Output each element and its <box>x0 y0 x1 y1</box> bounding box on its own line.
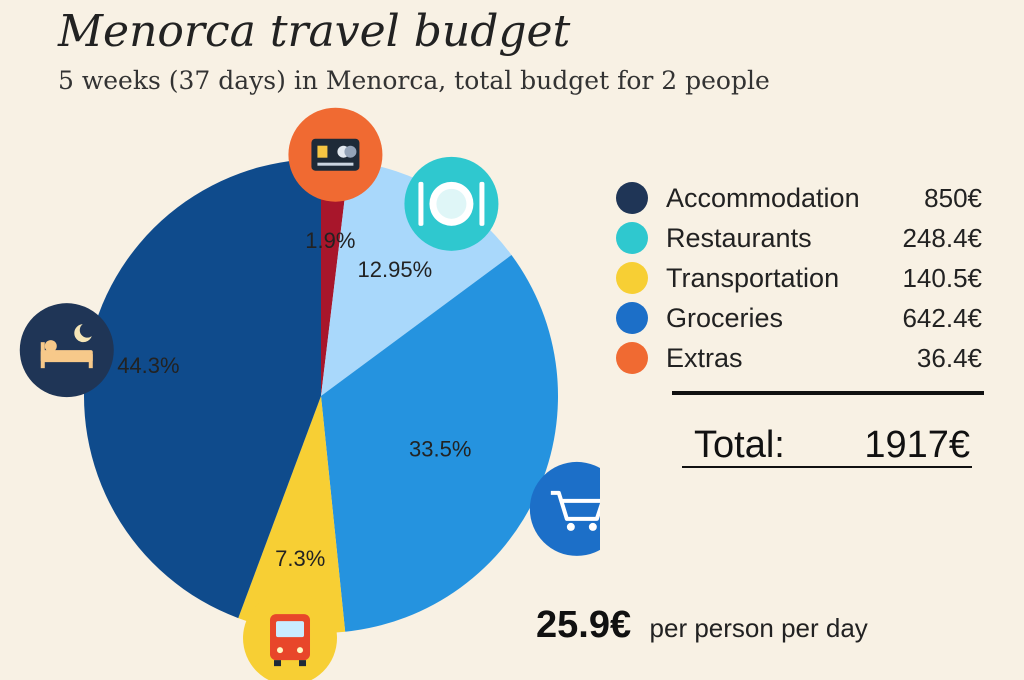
shopping-cart-icon <box>529 461 600 556</box>
slice-percent-label: 33.5% <box>409 437 471 462</box>
legend-label: Accommodation <box>666 182 860 213</box>
legend-label: Transportation <box>666 262 840 293</box>
total-label: Total: <box>694 424 785 466</box>
total-value: 1917€ <box>864 424 970 466</box>
legend-item-extras: Extras 36.4€ <box>616 338 996 378</box>
legend-value: 248.4€ <box>902 222 982 253</box>
legend-item-accommodation: Accommodation 850€ <box>616 178 996 218</box>
per-day-cost: 25.9€ per person per day <box>536 604 868 647</box>
bed-moon-icon <box>616 182 648 214</box>
legend-label: Extras <box>666 342 743 373</box>
slice-percent-label: 44.3% <box>117 353 179 378</box>
legend-label: Restaurants <box>666 222 812 253</box>
legend-item-transportation: Transportation 140.5€ <box>616 258 996 298</box>
pie-slice-transportation <box>238 396 346 633</box>
plate-cutlery-icon <box>616 222 648 254</box>
pie-slice-accommodation <box>84 159 321 619</box>
pie-slice-groceries <box>321 254 558 632</box>
bus-icon <box>243 591 337 680</box>
bed-moon-icon <box>19 303 114 398</box>
bus-icon <box>616 262 648 294</box>
legend-value: 36.4€ <box>916 342 982 373</box>
pie-slice-extras <box>321 159 350 396</box>
legend-value: 642.4€ <box>902 302 982 333</box>
slice-percent-label: 1.9% <box>305 228 355 253</box>
chart-title: Menorca travel budget <box>58 6 571 57</box>
legend-value: 140.5€ <box>902 262 982 293</box>
chart-subtitle: 5 weeks (37 days) in Menorca, total budg… <box>58 66 770 95</box>
per-day-value: 25.9€ <box>536 604 632 646</box>
legend-item-groceries: Groceries 642.4€ <box>616 298 996 338</box>
credit-card-icon <box>616 342 648 374</box>
per-day-label: per person per day <box>649 613 868 643</box>
legend-item-restaurants: Restaurants 248.4€ <box>616 218 996 258</box>
total-row: Total: 1917€ <box>682 420 972 468</box>
plate-cutlery-icon <box>404 156 499 251</box>
slice-percent-label: 7.3% <box>275 546 325 571</box>
credit-card-icon <box>288 107 383 202</box>
divider <box>672 391 984 395</box>
legend-value: 850€ <box>924 182 982 213</box>
shopping-cart-icon <box>616 302 648 334</box>
legend-label: Groceries <box>666 302 784 333</box>
legend: Accommodation 850€ Restaurants 248.4€ Tr… <box>616 178 996 378</box>
pie-chart: 1.9%12.95% 33.5% 7.3% 44.3% <box>19 107 600 680</box>
slice-percent-label: 12.95% <box>358 257 433 282</box>
